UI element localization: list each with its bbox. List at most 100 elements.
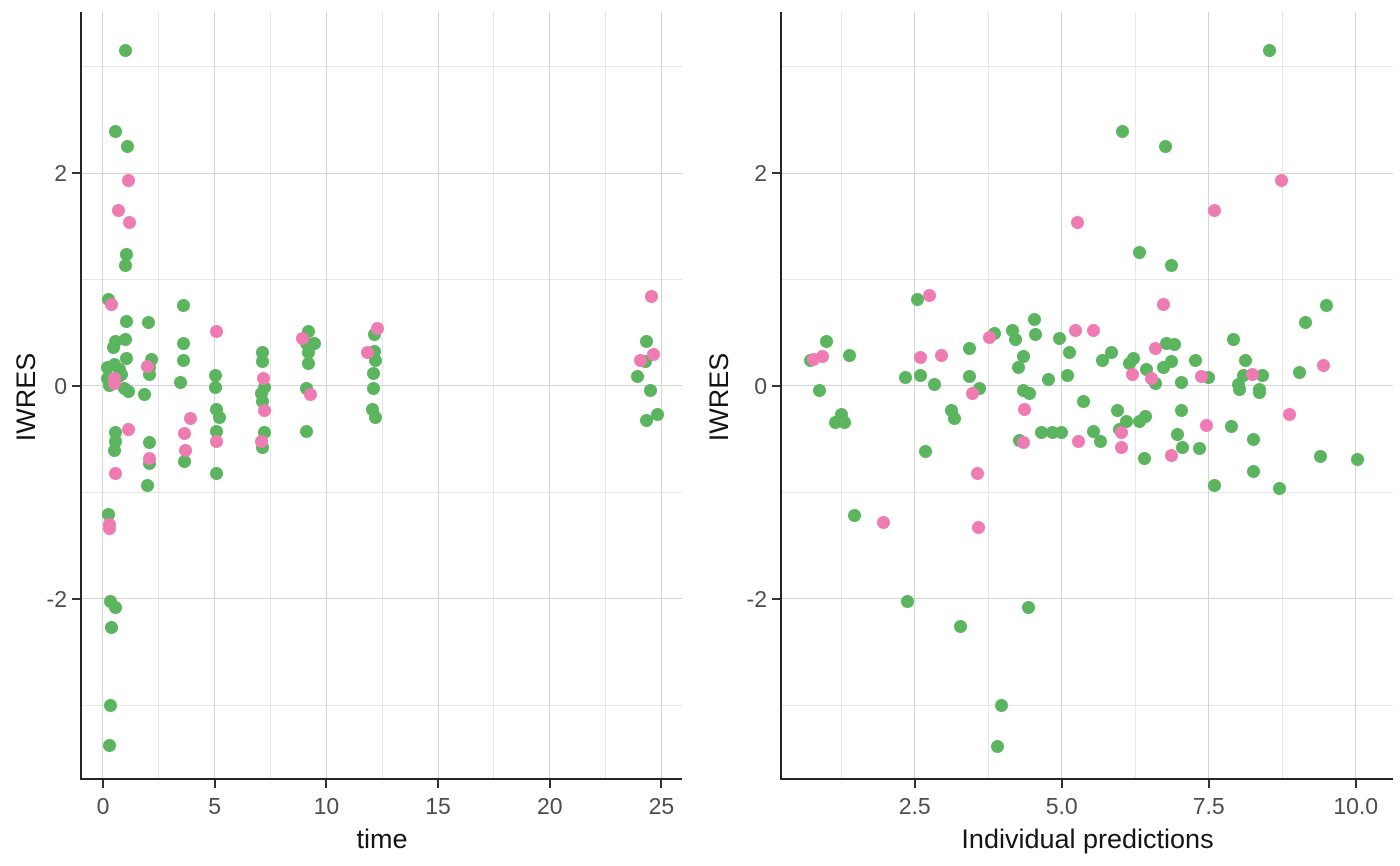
data-point-green-group xyxy=(121,384,135,398)
data-point-green-group xyxy=(141,315,155,329)
data-point-green-group xyxy=(954,619,968,633)
data-point-green-group xyxy=(209,380,223,394)
x-tick-label: 5.0 xyxy=(1045,793,1078,819)
data-point-pink-group xyxy=(178,444,192,458)
data-point-pink-group xyxy=(634,353,648,367)
data-point-pink-group xyxy=(1016,435,1030,449)
data-point-pink-group xyxy=(1071,434,1085,448)
x-axis-tick xyxy=(660,780,663,788)
data-point-green-group xyxy=(1022,386,1036,400)
x-axis-tick xyxy=(213,780,216,788)
y-tick-label: 2 xyxy=(754,160,767,187)
data-point-green-group xyxy=(643,383,657,397)
data-point-green-group xyxy=(120,314,134,328)
data-point-green-group xyxy=(366,366,380,380)
data-point-green-group xyxy=(173,376,187,390)
gridline-y-minor xyxy=(782,279,1393,281)
y-axis-tick xyxy=(72,172,80,175)
data-point-pink-group xyxy=(1086,324,1100,338)
data-point-green-group xyxy=(1313,449,1327,463)
gridline-x-major xyxy=(325,12,327,778)
data-point-green-group xyxy=(1350,452,1364,466)
data-point-green-group xyxy=(640,413,654,427)
data-point-pink-group xyxy=(104,297,118,311)
data-point-green-group xyxy=(1175,376,1189,390)
data-point-green-group xyxy=(1076,395,1090,409)
data-point-green-group xyxy=(820,334,833,348)
data-point-green-group xyxy=(1193,442,1207,456)
data-point-green-group xyxy=(119,44,133,58)
x-axis-tick xyxy=(548,780,551,788)
y-tick-label: 2 xyxy=(54,160,67,187)
data-point-pink-group xyxy=(934,348,948,362)
data-point-green-group xyxy=(140,479,154,493)
x-tick-label: 15 xyxy=(425,793,451,819)
x-tick-label: 10.0 xyxy=(1333,793,1379,819)
data-point-green-group xyxy=(369,411,383,425)
data-point-green-group xyxy=(1055,426,1069,440)
gridline-x-major xyxy=(102,12,104,778)
data-point-pink-group xyxy=(922,289,936,303)
data-point-green-group xyxy=(913,368,927,382)
data-point-green-group xyxy=(651,408,665,422)
gridline-y-minor xyxy=(82,66,682,68)
gridline-y-minor xyxy=(782,704,1393,706)
gridline-y-major xyxy=(782,598,1393,600)
gridline-y-minor xyxy=(782,491,1393,493)
data-point-green-group xyxy=(963,342,977,356)
data-point-green-group xyxy=(1319,298,1333,312)
data-point-green-group xyxy=(631,369,645,383)
data-point-green-group xyxy=(1253,385,1267,399)
data-point-pink-group xyxy=(877,515,891,529)
data-point-green-group xyxy=(1126,351,1140,365)
data-point-green-group xyxy=(1009,332,1023,346)
data-point-green-group xyxy=(119,247,133,261)
data-point-pink-group xyxy=(971,466,985,480)
data-point-pink-group xyxy=(103,522,117,536)
data-point-green-group xyxy=(1137,451,1151,465)
data-point-green-group xyxy=(1176,441,1190,455)
data-point-pink-group xyxy=(645,290,659,304)
gridline-y-minor xyxy=(82,491,682,493)
data-point-green-group xyxy=(994,698,1008,712)
gridline-x-minor xyxy=(987,12,989,778)
data-point-green-group xyxy=(1027,313,1041,327)
data-point-green-group xyxy=(1034,426,1048,440)
data-point-green-group xyxy=(119,351,133,365)
x-axis-tick xyxy=(437,780,440,788)
data-point-green-group xyxy=(991,740,1005,754)
gridline-x-major xyxy=(660,12,662,778)
data-point-green-group xyxy=(177,454,191,468)
data-point-pink-group xyxy=(177,427,191,441)
data-point-green-group xyxy=(299,425,313,439)
data-point-green-group xyxy=(107,444,121,458)
data-point-pink-group xyxy=(816,349,830,363)
data-point-pink-group xyxy=(1144,372,1158,385)
data-point-green-group xyxy=(1120,414,1134,428)
x-tick-label: 5 xyxy=(208,793,222,819)
x-tick-label: 7.5 xyxy=(1192,793,1225,819)
data-point-pink-group xyxy=(295,331,309,345)
data-point-green-group xyxy=(640,334,654,348)
data-point-green-group xyxy=(1226,332,1240,346)
data-point-green-group xyxy=(1189,353,1203,367)
data-point-pink-group xyxy=(142,451,156,465)
data-point-pink-group xyxy=(111,203,125,217)
data-point-green-group xyxy=(176,298,190,312)
data-point-green-group xyxy=(1298,315,1312,329)
data-point-pink-group xyxy=(1017,402,1031,416)
gridline-x-major xyxy=(1061,12,1063,778)
data-point-green-group xyxy=(962,369,976,383)
data-point-green-group xyxy=(1247,432,1261,446)
x-axis-line xyxy=(80,778,682,780)
data-point-green-group xyxy=(1053,331,1067,345)
data-point-green-group xyxy=(1159,140,1173,154)
data-point-pink-group xyxy=(1114,426,1128,440)
data-point-pink-group xyxy=(371,322,385,335)
data-point-pink-group xyxy=(122,215,136,229)
data-point-green-group xyxy=(1262,44,1276,58)
data-point-pink-group xyxy=(257,403,271,417)
gridline-x-minor xyxy=(1281,12,1283,778)
data-point-green-group xyxy=(1011,361,1025,375)
